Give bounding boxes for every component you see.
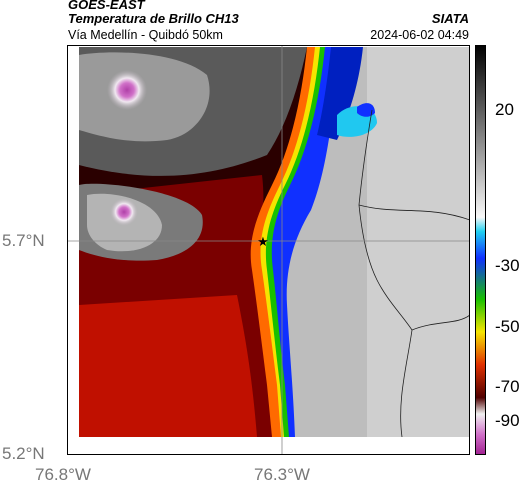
product-title: Temperatura de Brillo CH13 (68, 11, 239, 26)
lat-tick-label: 5.7°N (2, 231, 45, 250)
region-subtitle: Vía Medellín - Quibdó 50km (68, 28, 223, 42)
convective-core-south (110, 198, 138, 226)
satellite-map: ★ (67, 45, 470, 455)
satellite-title: GOES-EAST (68, 0, 145, 12)
star-icon: ★ (257, 234, 269, 249)
convective-core-north (107, 70, 147, 110)
colorbar-tick-label: 20 (495, 100, 514, 119)
timestamp: 2024-06-02 04:49 (370, 28, 469, 42)
lat-tick-label: 5.2°N (2, 444, 45, 463)
colorbar-tick-label: -90 (495, 411, 520, 430)
colorbar-tick-label: -70 (495, 377, 520, 396)
agency-label: SIATA (431, 11, 469, 26)
map-frame (67, 45, 470, 455)
lon-tick-label: 76.3°W (254, 465, 310, 484)
colorbar (475, 45, 486, 455)
lon-tick-label: 76.8°W (35, 465, 91, 484)
colorbar-tick-label: -50 (495, 317, 520, 336)
colorbar-tick-label: -30 (495, 256, 520, 275)
